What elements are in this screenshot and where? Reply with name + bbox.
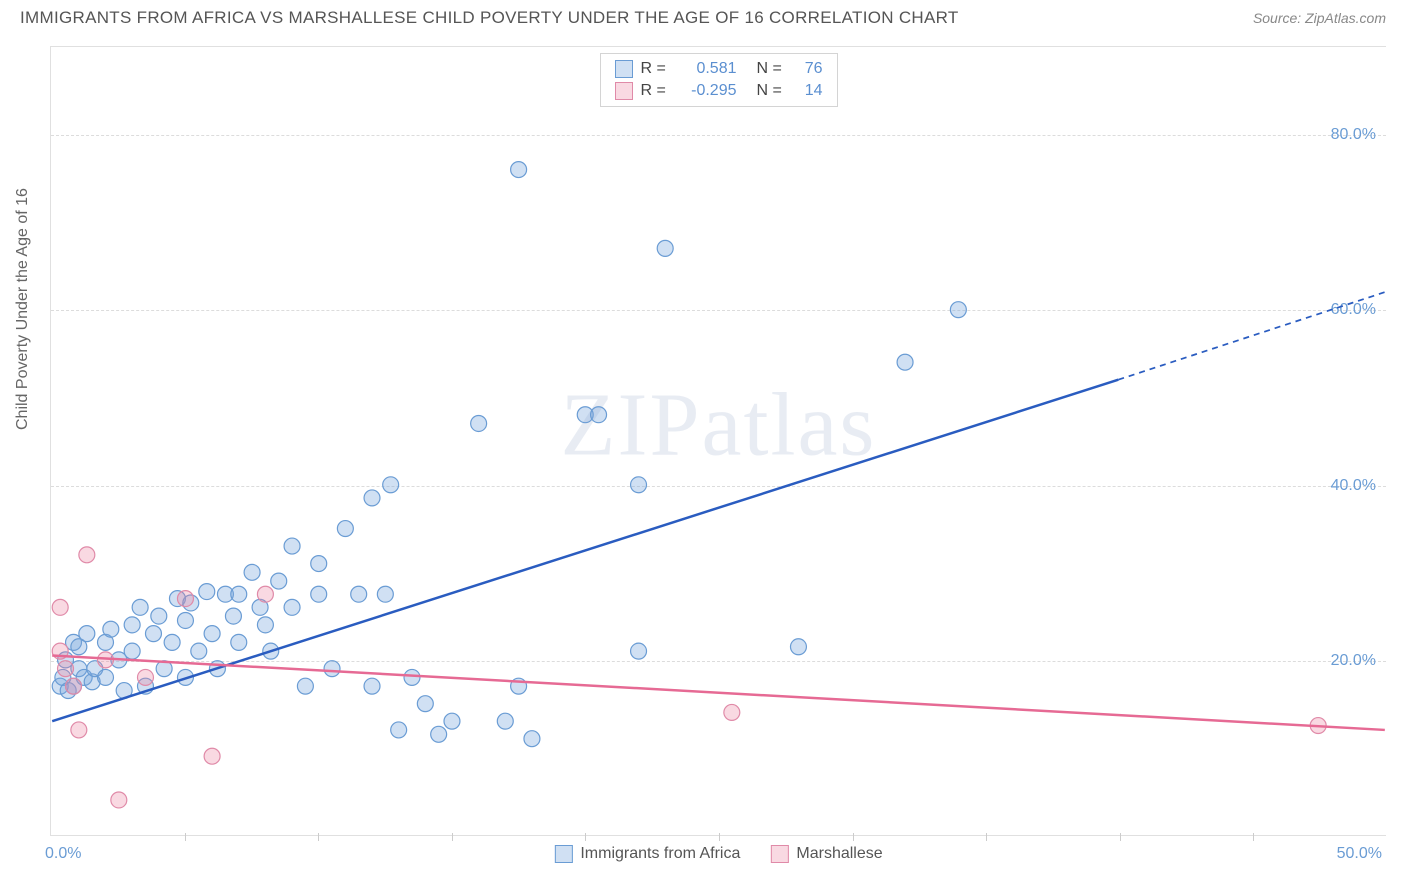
x-axis-min-label: 0.0% xyxy=(45,845,81,863)
data-point xyxy=(377,586,393,602)
data-point xyxy=(52,599,68,615)
legend-swatch xyxy=(554,845,572,863)
data-point xyxy=(151,608,167,624)
data-point xyxy=(724,704,740,720)
n-label: N = xyxy=(757,60,785,78)
x-axis-max-label: 50.0% xyxy=(1337,845,1382,863)
data-point xyxy=(511,162,527,178)
legend-item: Marshallese xyxy=(770,845,882,863)
legend-swatch xyxy=(615,82,633,100)
data-point xyxy=(271,573,287,589)
data-point xyxy=(257,586,273,602)
data-point xyxy=(244,564,260,580)
data-point xyxy=(631,477,647,493)
data-point xyxy=(497,713,513,729)
data-point xyxy=(231,586,247,602)
trend-line xyxy=(52,380,1118,721)
x-tick xyxy=(986,833,987,841)
scatter-plot xyxy=(51,47,1386,835)
r-value: -0.295 xyxy=(677,82,737,100)
data-point xyxy=(790,639,806,655)
data-point xyxy=(79,626,95,642)
data-point xyxy=(524,731,540,747)
data-point xyxy=(98,669,114,685)
data-point xyxy=(137,669,153,685)
data-point xyxy=(311,586,327,602)
data-point xyxy=(191,643,207,659)
data-point xyxy=(111,792,127,808)
data-point xyxy=(404,669,420,685)
title-bar: IMMIGRANTS FROM AFRICA VS MARSHALLESE CH… xyxy=(0,0,1406,32)
x-tick xyxy=(1253,833,1254,841)
data-point xyxy=(204,626,220,642)
data-point xyxy=(417,696,433,712)
correlation-legend: R = 0.581 N = 76 R = -0.295 N = 14 xyxy=(600,53,838,107)
data-point xyxy=(145,626,161,642)
x-tick xyxy=(853,833,854,841)
data-point xyxy=(66,678,82,694)
r-label: R = xyxy=(641,60,669,78)
data-point xyxy=(431,726,447,742)
data-point xyxy=(351,586,367,602)
data-point xyxy=(124,617,140,633)
chart-title: IMMIGRANTS FROM AFRICA VS MARSHALLESE CH… xyxy=(20,8,959,28)
data-point xyxy=(124,643,140,659)
x-tick xyxy=(185,833,186,841)
data-point xyxy=(950,302,966,318)
trend-line xyxy=(52,656,1385,730)
data-point xyxy=(324,661,340,677)
data-point xyxy=(337,521,353,537)
data-point xyxy=(297,678,313,694)
x-tick xyxy=(318,833,319,841)
data-point xyxy=(103,621,119,637)
series-name: Marshallese xyxy=(796,845,882,863)
data-point xyxy=(471,416,487,432)
n-label: N = xyxy=(757,82,785,100)
r-value: 0.581 xyxy=(677,60,737,78)
data-point xyxy=(199,584,215,600)
legend-row: R = 0.581 N = 76 xyxy=(601,58,837,80)
chart-area: ZIPatlas 20.0%40.0%60.0%80.0% R =0.581N … xyxy=(50,46,1386,836)
data-point xyxy=(79,547,95,563)
series-legend: Immigrants from Africa Marshallese xyxy=(554,845,882,863)
source-label: Source: ZipAtlas.com xyxy=(1253,10,1386,26)
series-name: Immigrants from Africa xyxy=(580,845,740,863)
data-point xyxy=(364,490,380,506)
legend-swatch xyxy=(770,845,788,863)
data-point xyxy=(164,634,180,650)
data-point xyxy=(444,713,460,729)
data-point xyxy=(204,748,220,764)
legend-swatch xyxy=(615,60,633,78)
data-point xyxy=(177,613,193,629)
data-point xyxy=(364,678,380,694)
r-label: R = xyxy=(641,82,669,100)
x-tick xyxy=(1120,833,1121,841)
data-point xyxy=(311,556,327,572)
legend-item: Immigrants from Africa xyxy=(554,845,740,863)
data-point xyxy=(284,538,300,554)
data-point xyxy=(631,643,647,659)
n-value: 14 xyxy=(793,82,823,100)
data-point xyxy=(391,722,407,738)
n-value: 76 xyxy=(793,60,823,78)
legend-row: R = -0.295 N = 14 xyxy=(601,80,837,102)
data-point xyxy=(657,240,673,256)
y-axis-label: Child Poverty Under the Age of 16 xyxy=(14,188,32,430)
data-point xyxy=(284,599,300,615)
data-point xyxy=(257,617,273,633)
data-point xyxy=(177,591,193,607)
data-point xyxy=(897,354,913,370)
data-point xyxy=(383,477,399,493)
data-point xyxy=(225,608,241,624)
x-tick xyxy=(719,833,720,841)
data-point xyxy=(591,407,607,423)
trend-line-extrapolation xyxy=(1118,292,1385,380)
data-point xyxy=(231,634,247,650)
data-point xyxy=(58,661,74,677)
x-tick xyxy=(452,833,453,841)
data-point xyxy=(132,599,148,615)
x-tick xyxy=(585,833,586,841)
data-point xyxy=(71,722,87,738)
